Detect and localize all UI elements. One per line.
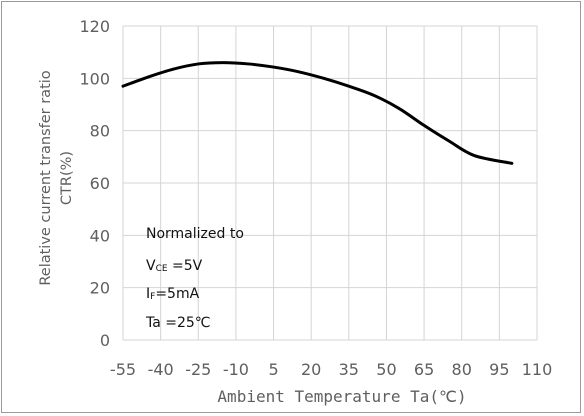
y-tick-label: 20 [90,279,110,298]
normalization-note: Normalized to VCE =5V IF=5mA Ta =25℃ [145,226,244,331]
x-tick-label: 50 [376,360,396,379]
ctr-curve [121,61,514,165]
x-tick-label: -25 [185,360,211,379]
y-axis-title-line2: CTR(%) [59,151,75,205]
note-if-main: I [146,286,150,302]
y-tick-label: 40 [90,226,110,245]
x-tick-label: 5 [268,360,278,379]
series-group [121,61,514,165]
note-if-sub: F [150,292,155,302]
y-tick-label: 100 [79,69,110,88]
y-tick-label: 0 [100,331,110,350]
x-tick-label: -55 [110,360,136,379]
x-tick-label: 80 [452,360,472,379]
note-vce-main: V [146,258,156,274]
note-line-if: IF=5mA [146,286,200,302]
x-tick-label: 65 [414,360,434,379]
y-tick-labels: 0 20 40 60 80 100 120 [79,17,110,350]
x-tick-label: 95 [489,360,509,379]
x-tick-label: 35 [339,360,359,379]
x-tick-label: 110 [522,360,553,379]
y-axis-title-line1: Relative current transfer ratio [38,70,54,285]
y-tick-label: 60 [90,174,110,193]
note-line-normalized: Normalized to [146,226,244,242]
note-vce-value: =5V [168,258,203,274]
y-tick-label: 120 [79,17,110,36]
grid-lines [122,25,538,341]
note-line-ta: Ta =25℃ [145,315,211,331]
x-tick-label: -40 [148,360,174,379]
x-tick-label: -10 [223,360,249,379]
note-line-vce: VCE =5V [146,258,203,274]
x-axis-title: Ambient Temperature Ta(℃) [217,387,466,406]
note-if-value: =5mA [155,286,199,302]
x-tick-labels: -55 -40 -25 -10 5 20 35 50 65 80 95 110 [110,360,552,379]
x-tick-label: 20 [301,360,321,379]
y-tick-label: 80 [90,122,110,141]
note-vce-sub: CE [156,264,168,274]
